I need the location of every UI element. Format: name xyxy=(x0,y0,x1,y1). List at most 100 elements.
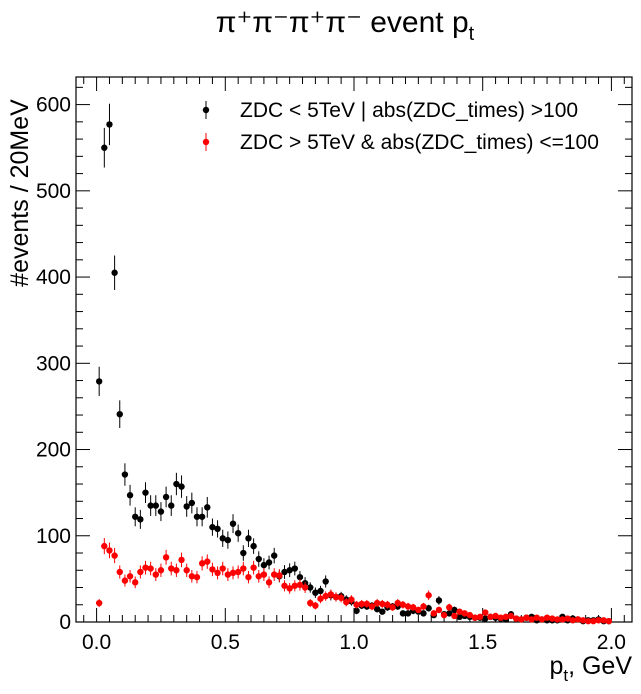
data-point xyxy=(147,502,154,509)
data-point xyxy=(168,565,175,572)
data-point xyxy=(193,573,201,581)
data-point xyxy=(101,542,108,550)
data-point xyxy=(425,605,432,612)
series-1 xyxy=(95,103,613,625)
data-point xyxy=(543,614,551,621)
data-point xyxy=(250,542,257,550)
data-point xyxy=(301,584,309,591)
data-point xyxy=(162,493,170,501)
data-point xyxy=(281,568,288,576)
data-point xyxy=(121,471,129,478)
data-point xyxy=(440,611,448,619)
data-point xyxy=(410,604,417,611)
data-series xyxy=(95,103,613,625)
data-point xyxy=(497,614,504,621)
data-point xyxy=(476,613,484,621)
data-point xyxy=(420,603,427,610)
data-point xyxy=(132,579,139,586)
data-point xyxy=(271,571,278,578)
legend-marker xyxy=(202,138,210,146)
data-point xyxy=(327,591,335,598)
data-point xyxy=(157,567,165,574)
data-point xyxy=(132,513,139,520)
data-point xyxy=(435,606,443,614)
data-point xyxy=(399,601,407,608)
data-point xyxy=(317,595,324,602)
data-point xyxy=(209,566,216,573)
data-point xyxy=(219,535,226,542)
data-point xyxy=(456,613,463,621)
data-point xyxy=(291,565,298,572)
data-point xyxy=(260,561,268,569)
data-point xyxy=(538,616,546,623)
data-point xyxy=(384,601,391,608)
data-point xyxy=(245,573,252,581)
data-point xyxy=(368,603,376,610)
data-point xyxy=(116,410,123,418)
data-point xyxy=(106,121,113,128)
data-point xyxy=(332,593,340,601)
data-point xyxy=(420,610,427,617)
x-tick-label: 1.5 xyxy=(468,631,497,654)
data-point xyxy=(389,604,396,611)
data-point xyxy=(271,552,278,559)
legend-entry-2: ZDC > 5TeV & abs(ZDC_times) <=100 xyxy=(202,131,599,154)
data-point xyxy=(95,599,103,607)
x-tick-label: 2.0 xyxy=(597,631,626,654)
data-point xyxy=(466,611,474,619)
y-axis-label: #events / 20MeV xyxy=(6,99,34,287)
data-point xyxy=(121,577,129,584)
data-point xyxy=(234,529,242,537)
data-point xyxy=(605,617,613,625)
data-point xyxy=(193,513,201,520)
data-point xyxy=(487,613,494,621)
data-point xyxy=(204,504,211,511)
chart-title: π⁺π⁻π⁺π⁻ event pt xyxy=(216,6,475,45)
data-point xyxy=(322,592,329,600)
data-point xyxy=(425,592,432,599)
data-point xyxy=(198,513,206,520)
data-point xyxy=(137,568,144,576)
data-point xyxy=(219,565,226,572)
data-point xyxy=(482,615,489,622)
data-point xyxy=(126,573,134,580)
data-point xyxy=(173,480,180,488)
data-point xyxy=(260,571,268,578)
data-point xyxy=(229,569,237,577)
data-point xyxy=(276,572,283,579)
data-point xyxy=(178,483,185,490)
data-point xyxy=(240,565,247,572)
x-tick-label: 0.5 xyxy=(211,631,240,654)
data-point xyxy=(214,569,221,577)
data-point xyxy=(549,615,556,622)
data-point xyxy=(600,617,607,624)
data-point xyxy=(322,578,329,585)
data-point xyxy=(183,567,190,574)
data-point xyxy=(142,564,149,571)
data-point xyxy=(234,568,242,576)
data-point xyxy=(461,610,468,617)
y-tick-label: 600 xyxy=(36,94,71,117)
data-point xyxy=(373,599,381,607)
x-tick-label: 0.0 xyxy=(82,631,111,654)
x-tick-label: 1.0 xyxy=(339,631,368,654)
y-tick-label: 500 xyxy=(36,180,71,203)
legend: ZDC < 5TeV | abs(ZDC_times) >100 ZDC > 5T… xyxy=(202,99,599,154)
data-point xyxy=(183,503,190,510)
data-point xyxy=(415,606,422,614)
data-point xyxy=(446,610,453,617)
data-point xyxy=(471,614,479,621)
data-point xyxy=(265,559,273,566)
data-point xyxy=(404,610,412,617)
data-point xyxy=(307,599,314,607)
data-point xyxy=(209,523,216,531)
data-point xyxy=(142,489,149,496)
y-tick-label: 0 xyxy=(59,611,71,634)
data-point xyxy=(595,617,602,624)
data-point xyxy=(296,581,304,589)
data-point xyxy=(358,600,365,608)
data-point xyxy=(162,554,170,561)
data-point xyxy=(585,617,592,625)
data-point xyxy=(353,601,360,608)
